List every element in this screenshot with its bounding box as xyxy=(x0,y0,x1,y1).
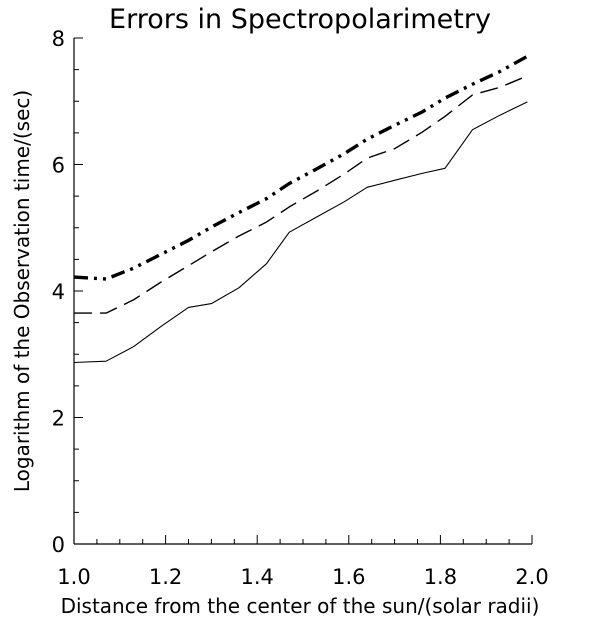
y-tick-label: 0 xyxy=(52,533,65,557)
y-axis-title: Logarithm of the Observation time/(sec) xyxy=(10,90,34,492)
x-axis-title: Distance from the center of the sun/(sol… xyxy=(61,594,540,618)
series-line-solid xyxy=(73,101,528,364)
x-tick-label: 2.0 xyxy=(515,565,548,589)
series-line-dash-dot-dot xyxy=(73,54,529,281)
y-tick-label: 2 xyxy=(52,407,65,431)
x-tick-label: 1.4 xyxy=(240,565,273,589)
plot-frame xyxy=(73,38,532,545)
y-tick-label: 6 xyxy=(52,154,65,178)
x-ticks: 1.0 1.2 1.4 1.6 1.8 2.0 xyxy=(57,535,549,589)
x-tick-label: 1.0 xyxy=(57,565,90,589)
y-ticks: 0 2 4 6 8 xyxy=(52,27,83,557)
series-line-dashed xyxy=(74,75,528,314)
series-layer xyxy=(73,54,529,364)
axes xyxy=(73,38,532,545)
chart-title: Errors in Spectropolarimetry xyxy=(109,4,491,35)
x-tick-label: 1.8 xyxy=(424,565,457,589)
x-tick-label: 1.2 xyxy=(149,565,182,589)
x-tick-label: 1.6 xyxy=(332,565,365,589)
y-tick-label: 8 xyxy=(52,27,65,51)
y-tick-label: 4 xyxy=(52,280,65,304)
